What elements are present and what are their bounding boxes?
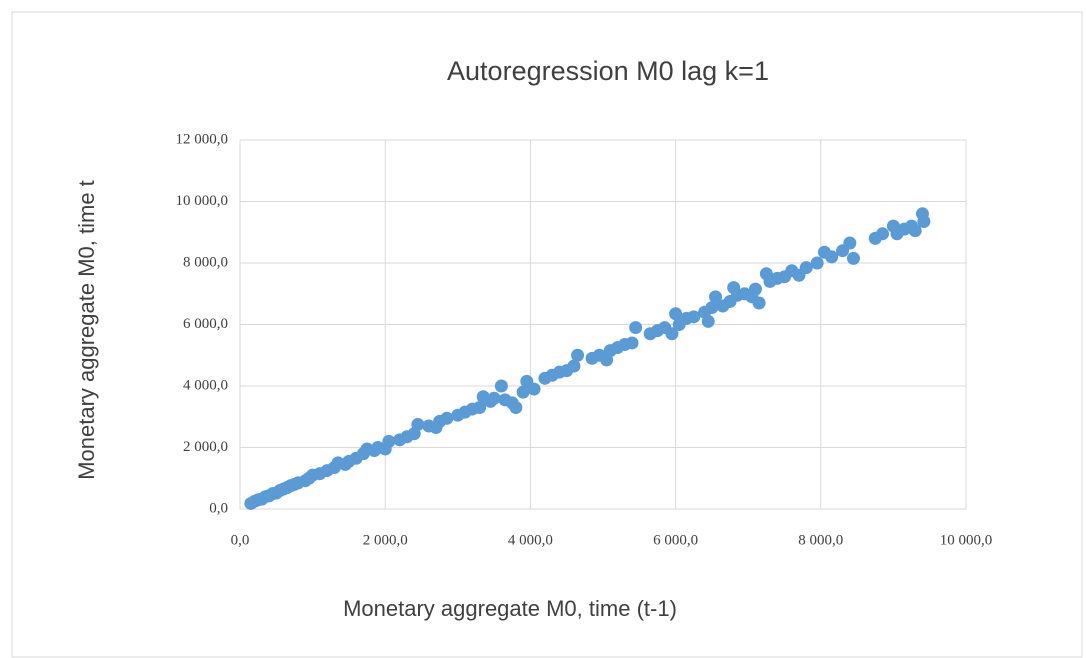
point	[709, 290, 723, 304]
point	[752, 296, 766, 310]
chart-border	[11, 11, 1083, 658]
point	[843, 236, 857, 250]
x-tick-label: 10 000,0	[940, 532, 993, 548]
point	[382, 434, 396, 448]
point	[810, 256, 824, 270]
point	[701, 314, 715, 328]
x-tick-label: 0,0	[231, 532, 250, 548]
point	[799, 261, 813, 275]
y-tick-label: 4 000,0	[183, 377, 228, 393]
point	[908, 224, 922, 238]
point	[509, 401, 523, 415]
y-tick-label: 10 000,0	[176, 193, 229, 209]
point	[687, 310, 701, 324]
point	[665, 327, 679, 341]
point	[411, 417, 425, 431]
x-axis-label: Monetary aggregate M0, time (t-1)	[343, 596, 677, 621]
point	[825, 250, 839, 264]
y-tick-label: 6 000,0	[183, 316, 228, 332]
point	[494, 379, 508, 393]
point	[917, 214, 931, 228]
y-tick-label: 2 000,0	[183, 439, 228, 455]
point	[705, 301, 719, 315]
chart-title: Autoregression M0 lag k=1	[447, 56, 769, 86]
x-tick-label: 6 000,0	[653, 532, 698, 548]
point	[669, 307, 683, 321]
point	[440, 411, 454, 425]
x-tick-label: 8 000,0	[798, 532, 843, 548]
point	[625, 336, 639, 350]
y-tick-label: 8 000,0	[183, 254, 228, 270]
point	[629, 321, 643, 335]
y-axis-label: Monetary aggregate M0, time t	[74, 180, 99, 480]
point	[516, 385, 530, 399]
y-tick-label: 12 000,0	[176, 131, 229, 147]
point	[527, 382, 541, 396]
point	[571, 348, 585, 362]
point	[487, 391, 501, 405]
point	[876, 227, 890, 241]
x-tick-label: 2 000,0	[363, 532, 408, 548]
x-tick-label: 4 000,0	[508, 532, 553, 548]
point	[846, 251, 860, 265]
point	[473, 401, 487, 415]
y-tick-label: 0,0	[209, 500, 228, 516]
point	[567, 359, 581, 373]
point	[748, 282, 762, 296]
